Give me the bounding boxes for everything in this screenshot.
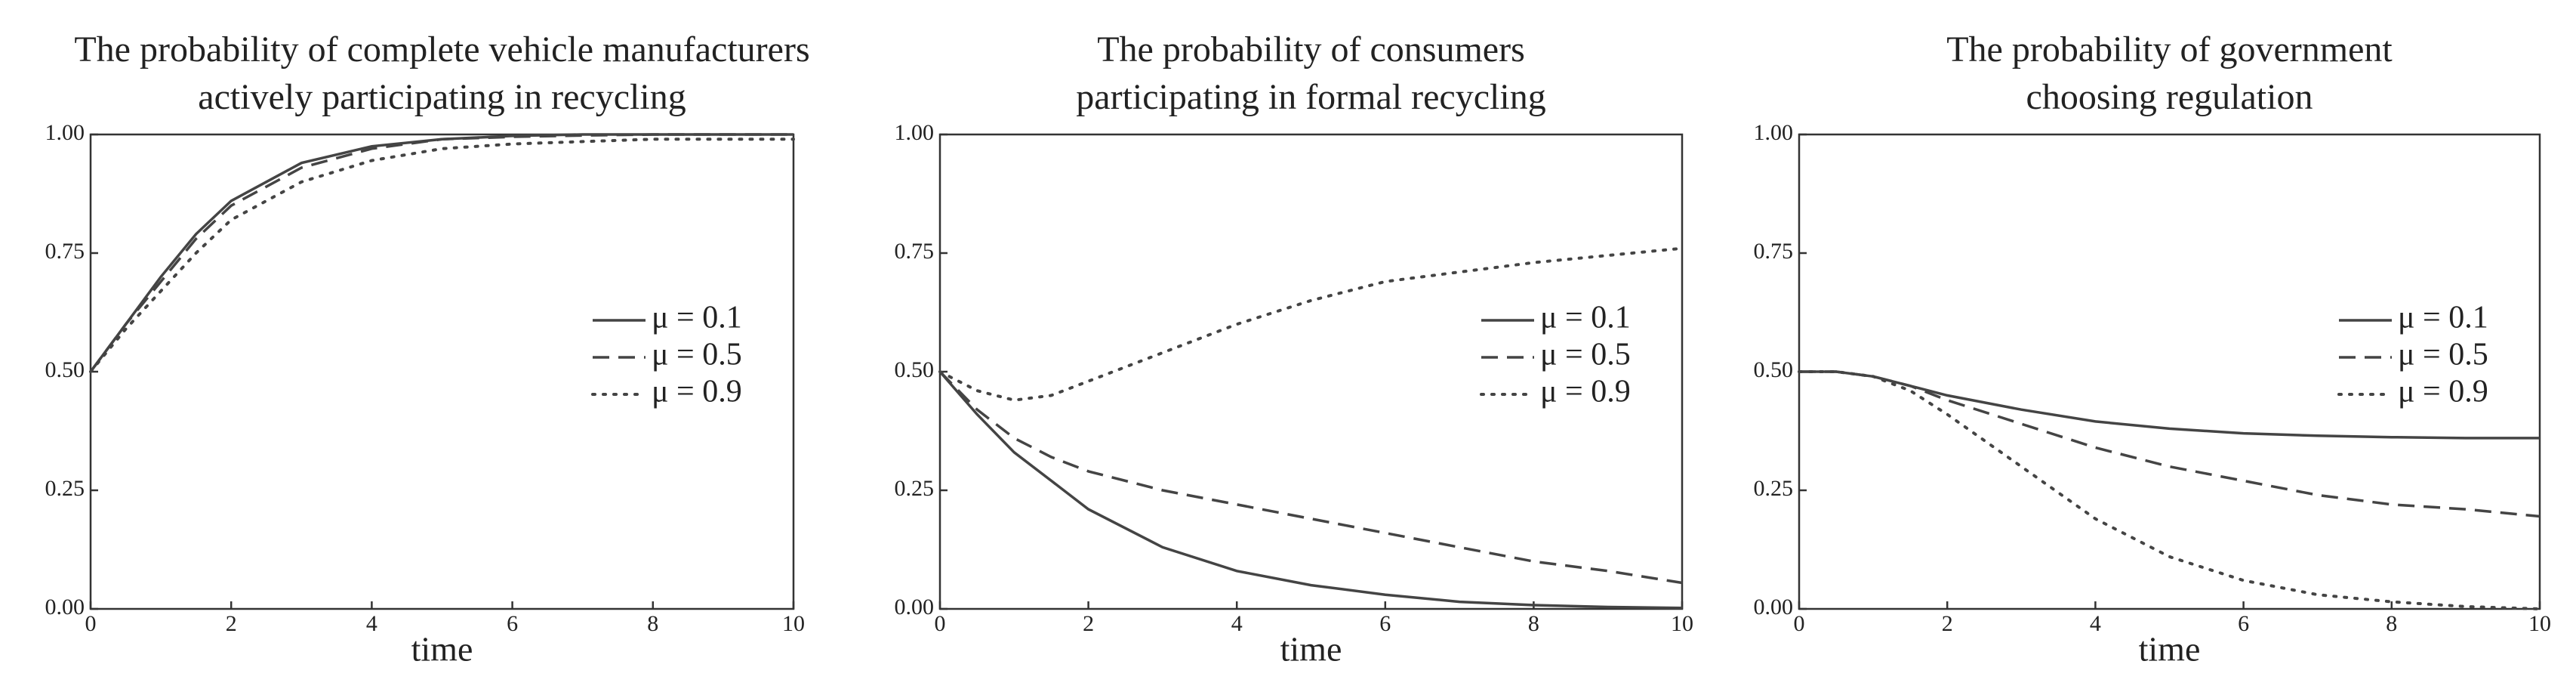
legend-label: μ = 0.9 (652, 375, 742, 409)
series-line (1798, 370, 2541, 610)
chart-title: participating in formal recycling (1076, 77, 1545, 117)
legend-label: μ = 0.9 (2398, 375, 2488, 409)
x-tick-label: 2 (226, 611, 237, 636)
legend-label: μ = 0.5 (1540, 338, 1631, 372)
x-tick-label: 4 (1231, 611, 1243, 636)
y-tick-label: 0.25 (895, 476, 935, 501)
legend-label: μ = 0.5 (652, 338, 742, 372)
y-tick-label: 0.00 (45, 595, 85, 619)
x-tick-label: 0 (935, 611, 946, 636)
legend-label: μ = 0.1 (2398, 301, 2488, 335)
y-tick-label: 0.50 (1754, 357, 1794, 382)
chart-title: The probability of complete vehicle manu… (74, 29, 809, 70)
legend-label: μ = 0.1 (1540, 301, 1631, 335)
x-tick-label: 8 (2386, 611, 2397, 636)
y-tick-label: 0.25 (1754, 476, 1794, 501)
legend-label: μ = 0.9 (1540, 375, 1631, 409)
chart-title: actively participating in recycling (198, 77, 686, 117)
y-tick-label: 0.50 (45, 357, 85, 382)
x-tick-label: 6 (507, 611, 518, 636)
y-tick-label: 0.00 (1754, 595, 1794, 619)
chart-panel: The probability of consumers participatin… (895, 29, 1694, 669)
x-tick-label: 6 (1379, 611, 1391, 636)
series-line (89, 137, 795, 373)
y-tick-label: 1.00 (895, 120, 935, 145)
x-tick-label: 0 (1794, 611, 1805, 636)
series-line (938, 370, 1683, 610)
chart-panel: The probability of government choosing re… (1754, 29, 2552, 669)
y-tick-label: 0.75 (1754, 239, 1794, 264)
x-tick-label: 0 (85, 611, 97, 636)
y-tick-label: 0.00 (895, 595, 935, 619)
chart-panel: The probability of complete vehicle manu… (45, 29, 810, 669)
y-tick-label: 0.75 (45, 239, 85, 264)
x-tick-label: 4 (2090, 611, 2101, 636)
x-tick-label: 10 (2528, 611, 2551, 636)
legend-label: μ = 0.1 (652, 301, 742, 335)
chart-title: choosing regulation (2026, 77, 2313, 117)
x-tick-label: 8 (647, 611, 658, 636)
x-tick-label: 10 (782, 611, 805, 636)
y-tick-label: 0.50 (895, 357, 935, 382)
x-tick-label: 8 (1528, 611, 1539, 636)
y-tick-label: 1.00 (1754, 120, 1794, 145)
y-tick-label: 1.00 (45, 120, 85, 145)
x-axis-label: time (411, 630, 473, 669)
series-line (938, 246, 1684, 402)
x-tick-label: 6 (2238, 611, 2249, 636)
legend-label: μ = 0.5 (2398, 338, 2488, 372)
x-axis-label: time (1280, 630, 1342, 669)
series-line (89, 133, 793, 373)
x-tick-label: 4 (366, 611, 377, 636)
x-tick-label: 10 (1671, 611, 1693, 636)
x-tick-label: 2 (1942, 611, 1953, 636)
y-tick-label: 0.75 (895, 239, 935, 264)
y-tick-label: 0.25 (45, 476, 85, 501)
x-axis-label: time (2139, 630, 2201, 669)
chart-title: The probability of consumers (1097, 29, 1525, 70)
chart-title: The probability of government (1946, 29, 2393, 70)
x-tick-label: 2 (1083, 611, 1094, 636)
